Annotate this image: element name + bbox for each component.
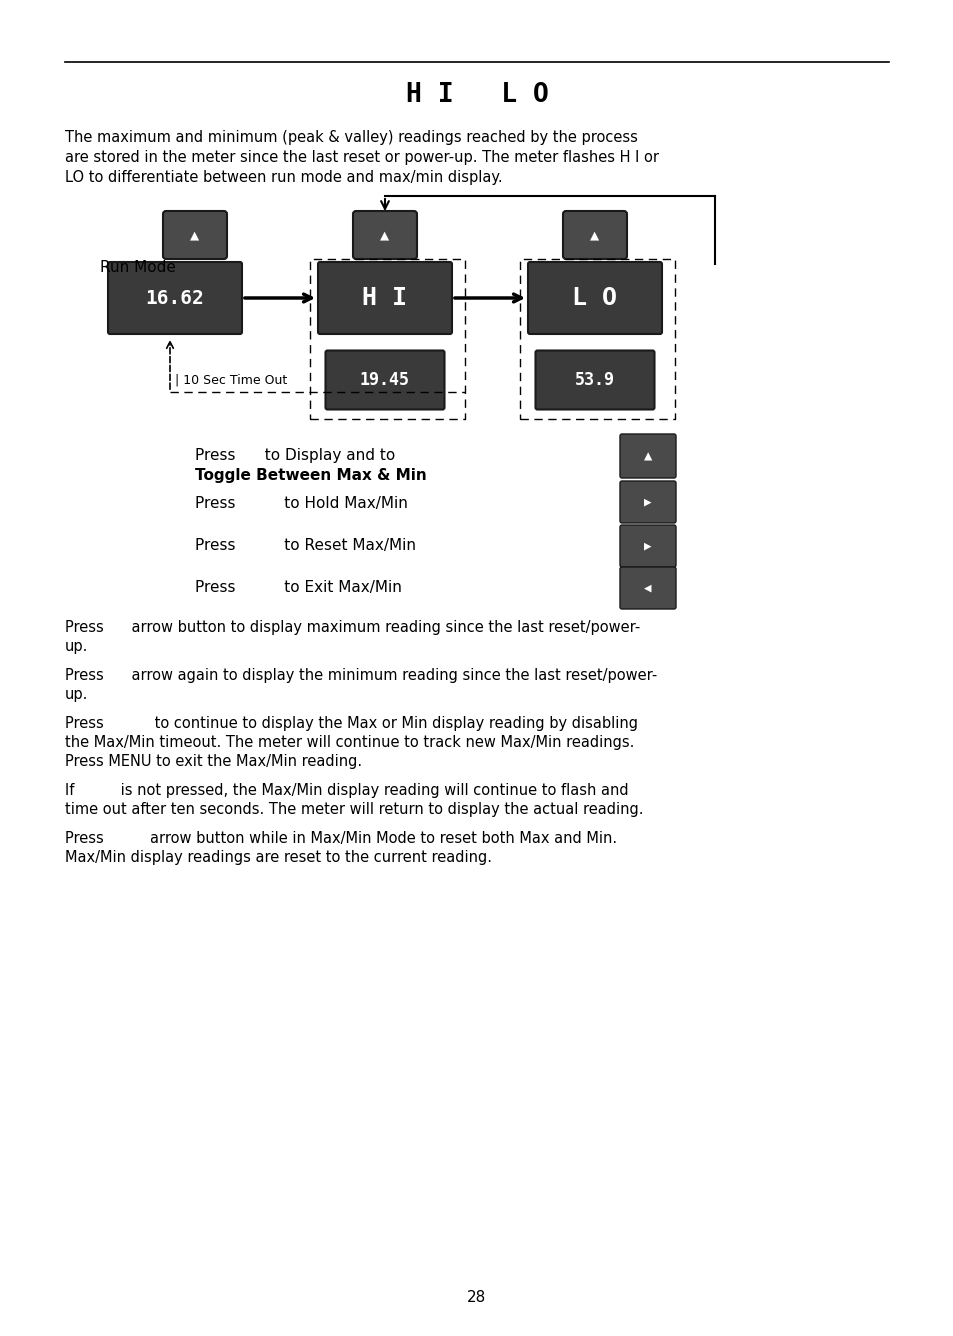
Text: ▲: ▲ xyxy=(590,227,598,243)
Text: ▶: ▶ xyxy=(643,496,651,509)
Text: Press          to Exit Max/Min: Press to Exit Max/Min xyxy=(194,580,401,595)
Text: ▶: ▶ xyxy=(643,540,651,553)
Text: If          is not pressed, the Max/Min display reading will continue to flash a: If is not pressed, the Max/Min display r… xyxy=(65,783,628,798)
Text: L O: L O xyxy=(572,286,617,310)
FancyBboxPatch shape xyxy=(353,211,416,259)
Text: The maximum and minimum (peak & valley) readings reached by the process: The maximum and minimum (peak & valley) … xyxy=(65,130,638,146)
Text: Press           to continue to display the Max or Min display reading by disabli: Press to continue to display the Max or … xyxy=(65,716,638,731)
Text: 16.62: 16.62 xyxy=(146,289,204,307)
Text: Run Mode: Run Mode xyxy=(100,261,175,275)
Text: 53.9: 53.9 xyxy=(575,371,615,389)
Text: the Max/Min timeout. The meter will continue to track new Max/Min readings.: the Max/Min timeout. The meter will cont… xyxy=(65,735,634,749)
FancyBboxPatch shape xyxy=(619,434,676,478)
FancyBboxPatch shape xyxy=(108,262,242,334)
FancyBboxPatch shape xyxy=(527,262,661,334)
Text: 28: 28 xyxy=(467,1291,486,1305)
Text: up.: up. xyxy=(65,687,89,701)
Text: Press          to Hold Max/Min: Press to Hold Max/Min xyxy=(194,496,408,510)
FancyBboxPatch shape xyxy=(619,481,676,522)
Text: H I: H I xyxy=(362,286,407,310)
FancyBboxPatch shape xyxy=(535,350,654,410)
Text: H I   L O: H I L O xyxy=(405,81,548,108)
Text: Press      arrow again to display the minimum reading since the last reset/power: Press arrow again to display the minimum… xyxy=(65,668,657,683)
Text: | 10 Sec Time Out: | 10 Sec Time Out xyxy=(174,374,287,386)
Text: Press          arrow button while in Max/Min Mode to reset both Max and Min.: Press arrow button while in Max/Min Mode… xyxy=(65,831,617,846)
Text: ▲: ▲ xyxy=(380,227,389,243)
Text: Press          to Reset Max/Min: Press to Reset Max/Min xyxy=(194,538,416,553)
Text: 19.45: 19.45 xyxy=(359,371,410,389)
FancyBboxPatch shape xyxy=(619,566,676,609)
Text: ▲: ▲ xyxy=(643,449,652,464)
FancyBboxPatch shape xyxy=(325,350,444,410)
Text: Press MENU to exit the Max/Min reading.: Press MENU to exit the Max/Min reading. xyxy=(65,754,362,770)
Text: up.: up. xyxy=(65,639,89,655)
Text: time out after ten seconds. The meter will return to display the actual reading.: time out after ten seconds. The meter wi… xyxy=(65,802,643,818)
FancyBboxPatch shape xyxy=(163,211,227,259)
FancyBboxPatch shape xyxy=(562,211,626,259)
Text: Press      arrow button to display maximum reading since the last reset/power-: Press arrow button to display maximum re… xyxy=(65,620,639,635)
FancyBboxPatch shape xyxy=(317,262,452,334)
Text: Max/Min display readings are reset to the current reading.: Max/Min display readings are reset to th… xyxy=(65,850,492,864)
Text: LO to differentiate between run mode and max/min display.: LO to differentiate between run mode and… xyxy=(65,170,502,184)
Text: ◀: ◀ xyxy=(643,581,651,595)
FancyBboxPatch shape xyxy=(619,525,676,566)
Text: ▲: ▲ xyxy=(191,227,199,243)
Text: Toggle Between Max & Min: Toggle Between Max & Min xyxy=(194,468,426,484)
Text: are stored in the meter since the last reset or power-up. The meter flashes H I : are stored in the meter since the last r… xyxy=(65,150,659,166)
Text: Press      to Display and to: Press to Display and to xyxy=(194,448,395,464)
